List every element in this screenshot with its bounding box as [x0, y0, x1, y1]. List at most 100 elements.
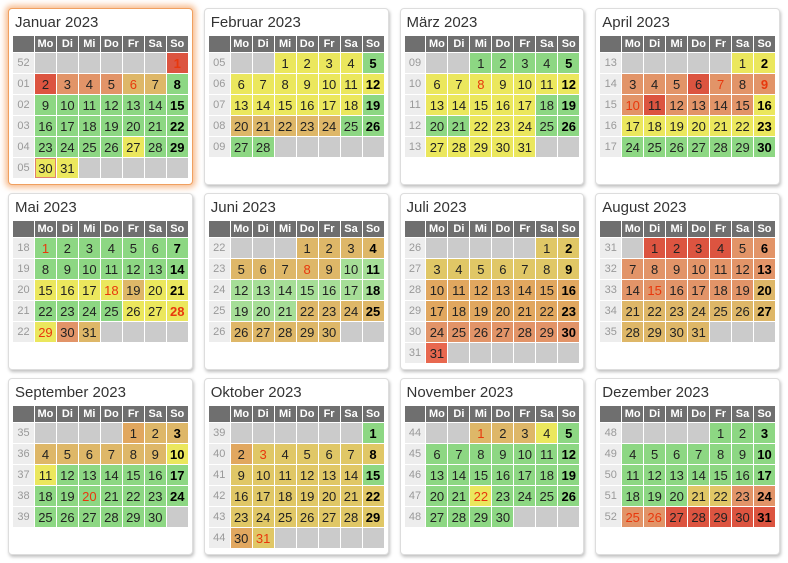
day-cell[interactable]: 25 — [622, 507, 644, 527]
day-cell[interactable]: 23 — [732, 486, 754, 506]
day-cell[interactable]: 19 — [644, 486, 666, 506]
day-cell[interactable]: 22 — [296, 301, 318, 321]
day-cell[interactable]: 18 — [34, 486, 56, 506]
day-cell[interactable]: 14 — [514, 280, 536, 300]
day-cell[interactable]: 5 — [122, 238, 144, 258]
day-cell[interactable]: 14 — [144, 95, 166, 115]
day-cell[interactable]: 6 — [426, 444, 448, 464]
day-cell[interactable]: 22 — [122, 486, 144, 506]
day-cell[interactable]: 23 — [230, 507, 252, 527]
day-cell[interactable]: 2 — [666, 238, 688, 258]
day-cell[interactable]: 31 — [688, 322, 710, 342]
day-cell[interactable]: 25 — [448, 322, 470, 342]
day-cell[interactable]: 12 — [470, 280, 492, 300]
day-cell[interactable]: 26 — [362, 116, 384, 136]
day-cell[interactable]: 27 — [252, 322, 274, 342]
day-cell[interactable]: 9 — [296, 74, 318, 94]
day-cell[interactable]: 10 — [78, 259, 100, 279]
day-cell[interactable]: 17 — [318, 95, 340, 115]
day-cell[interactable]: 14 — [340, 465, 362, 485]
day-cell[interactable]: 15 — [296, 280, 318, 300]
day-cell[interactable]: 8 — [362, 444, 384, 464]
day-cell[interactable]: 2 — [558, 238, 580, 258]
day-cell[interactable]: 14 — [274, 280, 296, 300]
day-cell[interactable]: 19 — [56, 486, 78, 506]
day-cell[interactable]: 11 — [536, 444, 558, 464]
day-cell[interactable]: 7 — [448, 74, 470, 94]
day-cell[interactable]: 22 — [470, 486, 492, 506]
day-cell[interactable]: 8 — [34, 259, 56, 279]
day-cell[interactable]: 22 — [710, 486, 732, 506]
day-cell[interactable]: 30 — [56, 322, 78, 342]
day-cell[interactable]: 13 — [426, 465, 448, 485]
day-cell[interactable]: 25 — [644, 137, 666, 157]
day-cell[interactable]: 2 — [732, 423, 754, 443]
day-cell[interactable]: 29 — [536, 322, 558, 342]
day-cell[interactable]: 7 — [144, 74, 166, 94]
day-cell[interactable]: 16 — [492, 95, 514, 115]
day-cell[interactable]: 26 — [732, 301, 754, 321]
day-cell[interactable]: 27 — [318, 507, 340, 527]
day-cell[interactable]: 20 — [144, 280, 166, 300]
day-cell[interactable]: 13 — [492, 280, 514, 300]
day-cell[interactable]: 25 — [274, 507, 296, 527]
day-cell[interactable]: 30 — [492, 507, 514, 527]
day-cell[interactable]: 20 — [666, 486, 688, 506]
day-cell[interactable]: 24 — [318, 116, 340, 136]
day-cell[interactable]: 12 — [558, 444, 580, 464]
day-cell[interactable]: 17 — [340, 280, 362, 300]
day-cell[interactable]: 26 — [666, 137, 688, 157]
day-cell[interactable]: 26 — [558, 116, 580, 136]
day-cell[interactable]: 15 — [470, 95, 492, 115]
day-cell[interactable]: 2 — [492, 53, 514, 73]
day-cell[interactable]: 10 — [514, 444, 536, 464]
day-cell[interactable]: 22 — [34, 301, 56, 321]
day-cell[interactable]: 1 — [296, 238, 318, 258]
day-cell[interactable]: 4 — [340, 53, 362, 73]
day-cell[interactable]: 13 — [122, 95, 144, 115]
day-cell[interactable]: 7 — [710, 74, 732, 94]
day-cell[interactable]: 14 — [448, 465, 470, 485]
day-cell[interactable]: 3 — [318, 53, 340, 73]
day-cell[interactable]: 10 — [318, 74, 340, 94]
day-cell[interactable]: 6 — [688, 74, 710, 94]
day-cell[interactable]: 22 — [644, 301, 666, 321]
day-cell[interactable]: 29 — [166, 137, 188, 157]
day-cell[interactable]: 16 — [558, 280, 580, 300]
day-cell[interactable]: 13 — [144, 259, 166, 279]
day-cell[interactable]: 27 — [666, 507, 688, 527]
day-cell[interactable]: 20 — [252, 301, 274, 321]
day-cell[interactable]: 18 — [536, 465, 558, 485]
day-cell[interactable]: 18 — [448, 301, 470, 321]
day-cell[interactable]: 3 — [622, 74, 644, 94]
day-cell[interactable]: 9 — [492, 74, 514, 94]
day-cell[interactable]: 22 — [274, 116, 296, 136]
day-cell[interactable]: 2 — [230, 444, 252, 464]
day-cell[interactable]: 3 — [340, 238, 362, 258]
day-cell[interactable]: 24 — [166, 486, 188, 506]
day-cell[interactable]: 27 — [144, 301, 166, 321]
day-cell[interactable]: 19 — [362, 95, 384, 115]
day-cell[interactable]: 5 — [558, 53, 580, 73]
day-cell[interactable]: 4 — [362, 238, 384, 258]
day-cell[interactable]: 7 — [448, 444, 470, 464]
day-cell[interactable]: 6 — [426, 74, 448, 94]
day-cell[interactable]: 23 — [144, 486, 166, 506]
day-cell[interactable]: 9 — [318, 259, 340, 279]
day-cell[interactable]: 4 — [622, 444, 644, 464]
day-cell[interactable]: 18 — [100, 280, 122, 300]
day-cell[interactable]: 29 — [34, 322, 56, 342]
day-cell[interactable]: 25 — [340, 116, 362, 136]
day-cell[interactable]: 30 — [732, 507, 754, 527]
day-cell[interactable]: 8 — [296, 259, 318, 279]
day-cell[interactable]: 28 — [448, 507, 470, 527]
day-cell[interactable]: 20 — [492, 301, 514, 321]
day-cell[interactable]: 14 — [688, 465, 710, 485]
day-cell[interactable]: 22 — [732, 116, 754, 136]
day-cell[interactable]: 22 — [470, 116, 492, 136]
day-cell[interactable]: 26 — [296, 507, 318, 527]
day-cell[interactable]: 12 — [122, 259, 144, 279]
day-cell[interactable]: 17 — [166, 465, 188, 485]
day-cell[interactable]: 30 — [230, 528, 252, 548]
day-cell[interactable]: 2 — [492, 423, 514, 443]
